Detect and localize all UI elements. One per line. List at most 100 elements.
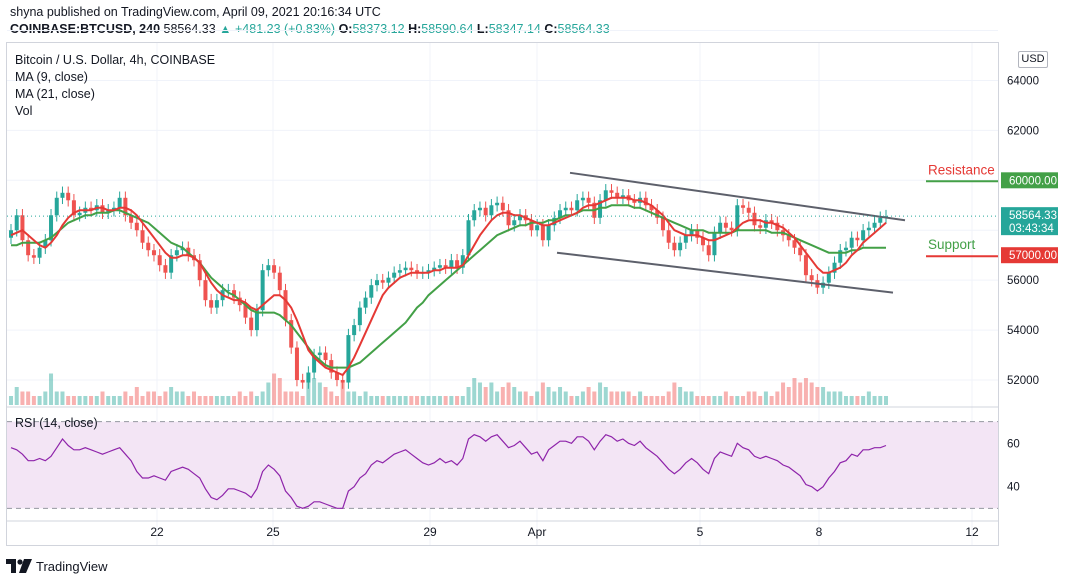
- volume-bar: [758, 396, 763, 405]
- volume-bar: [706, 396, 711, 405]
- last-price: 58564.33: [163, 22, 216, 36]
- volume-bar: [712, 396, 717, 405]
- open-value: 58373.12: [352, 22, 405, 36]
- candle-body: [558, 210, 563, 218]
- candle-body: [838, 250, 843, 263]
- last-price-label: 58564.33: [1009, 210, 1057, 222]
- level-label-text: 60000.00: [1009, 175, 1057, 187]
- volume-bar: [415, 396, 420, 405]
- candle-body: [460, 255, 465, 268]
- volume-bar: [786, 387, 791, 405]
- chart-title: Bitcoin / U.S. Dollar, 4h, COINBASE: [15, 53, 216, 67]
- chart-frame: [6, 42, 999, 546]
- candle-body: [786, 235, 791, 241]
- volume-bar: [226, 396, 231, 405]
- candle-body: [477, 207, 482, 211]
- volume-bar: [632, 396, 637, 405]
- volume-bar: [460, 396, 465, 405]
- volume-bar: [169, 387, 174, 405]
- volume-bar: [763, 391, 768, 405]
- candle-body: [683, 235, 688, 243]
- candle-body: [249, 317, 254, 331]
- volume-bar: [111, 396, 116, 405]
- volume-bar: [477, 382, 482, 405]
- volume-bar: [569, 396, 574, 405]
- time-tick-label: Apr: [528, 525, 547, 539]
- volume-bar: [31, 396, 36, 405]
- volume-bar: [540, 382, 545, 405]
- candle-body: [843, 247, 848, 251]
- volume-bar: [855, 396, 860, 405]
- candle-body: [266, 265, 271, 271]
- volume-bar: [798, 382, 803, 405]
- candle-body: [695, 230, 700, 238]
- candle-body: [432, 267, 437, 271]
- tradingview-logo[interactable]: TradingView: [6, 557, 108, 575]
- ma21-legend: MA (21, close): [15, 87, 95, 101]
- candle-body: [134, 222, 139, 231]
- candle-body: [157, 255, 162, 266]
- price-change: +481.23 (+0.83%): [235, 22, 336, 36]
- volume-bar: [809, 382, 814, 405]
- volume-bar: [449, 396, 454, 405]
- ma21-line: [11, 204, 886, 369]
- candle-body: [741, 205, 746, 208]
- candle-body: [272, 265, 277, 273]
- volume-bar: [277, 378, 282, 405]
- candle-body: [483, 207, 488, 216]
- candle-body: [849, 237, 854, 248]
- volume-bar: [266, 382, 271, 405]
- volume-bar: [323, 387, 328, 405]
- candle-body: [449, 260, 454, 268]
- candle-body: [489, 205, 494, 216]
- volume-bar: [8, 396, 14, 405]
- level-label-text: 57000.00: [1009, 250, 1057, 262]
- candle-body: [866, 227, 871, 231]
- volume-bar: [357, 396, 362, 405]
- price-tick-label: 64000: [1007, 75, 1039, 87]
- volume-bar: [163, 391, 168, 405]
- volume-bar: [741, 396, 746, 405]
- candle-body: [89, 207, 94, 211]
- time-tick-label: 5: [697, 525, 704, 539]
- candle-body: [678, 242, 683, 251]
- candle-body: [609, 190, 614, 193]
- volume-bar: [500, 387, 505, 405]
- candle-body: [123, 197, 128, 216]
- volume-bar: [283, 391, 288, 405]
- candle-body: [283, 290, 288, 321]
- candle-body: [20, 215, 25, 241]
- volume-bar: [37, 396, 42, 405]
- volume-bar: [346, 391, 351, 405]
- currency-button[interactable]: USD: [1018, 51, 1048, 68]
- volume-bar: [106, 396, 111, 405]
- volume-bar: [580, 391, 585, 405]
- volume-bar: [203, 396, 208, 405]
- candle-body: [289, 320, 294, 348]
- candle-body: [792, 240, 797, 248]
- volume-bar: [432, 396, 437, 405]
- candle-body: [77, 212, 82, 216]
- candle-body: [426, 270, 431, 273]
- candle-body: [111, 207, 116, 211]
- candle-body: [575, 200, 580, 211]
- volume-bar: [14, 387, 19, 405]
- volume-bar: [249, 391, 254, 405]
- candle-body: [746, 207, 751, 213]
- volume-bar: [866, 391, 871, 405]
- candle-body: [455, 260, 460, 268]
- candle-body: [226, 290, 231, 292]
- candle-body: [317, 352, 322, 356]
- volume-bar: [409, 396, 414, 405]
- volume-bar: [243, 396, 248, 405]
- candle-body: [8, 230, 14, 238]
- candle-body: [586, 197, 591, 203]
- volume-bar: [20, 391, 25, 405]
- volume-bar: [586, 387, 591, 405]
- candle-body: [151, 250, 156, 256]
- candle-body: [580, 197, 585, 201]
- volume-bar: [626, 391, 631, 405]
- volume-bar: [49, 373, 54, 405]
- volume-bar: [129, 396, 134, 405]
